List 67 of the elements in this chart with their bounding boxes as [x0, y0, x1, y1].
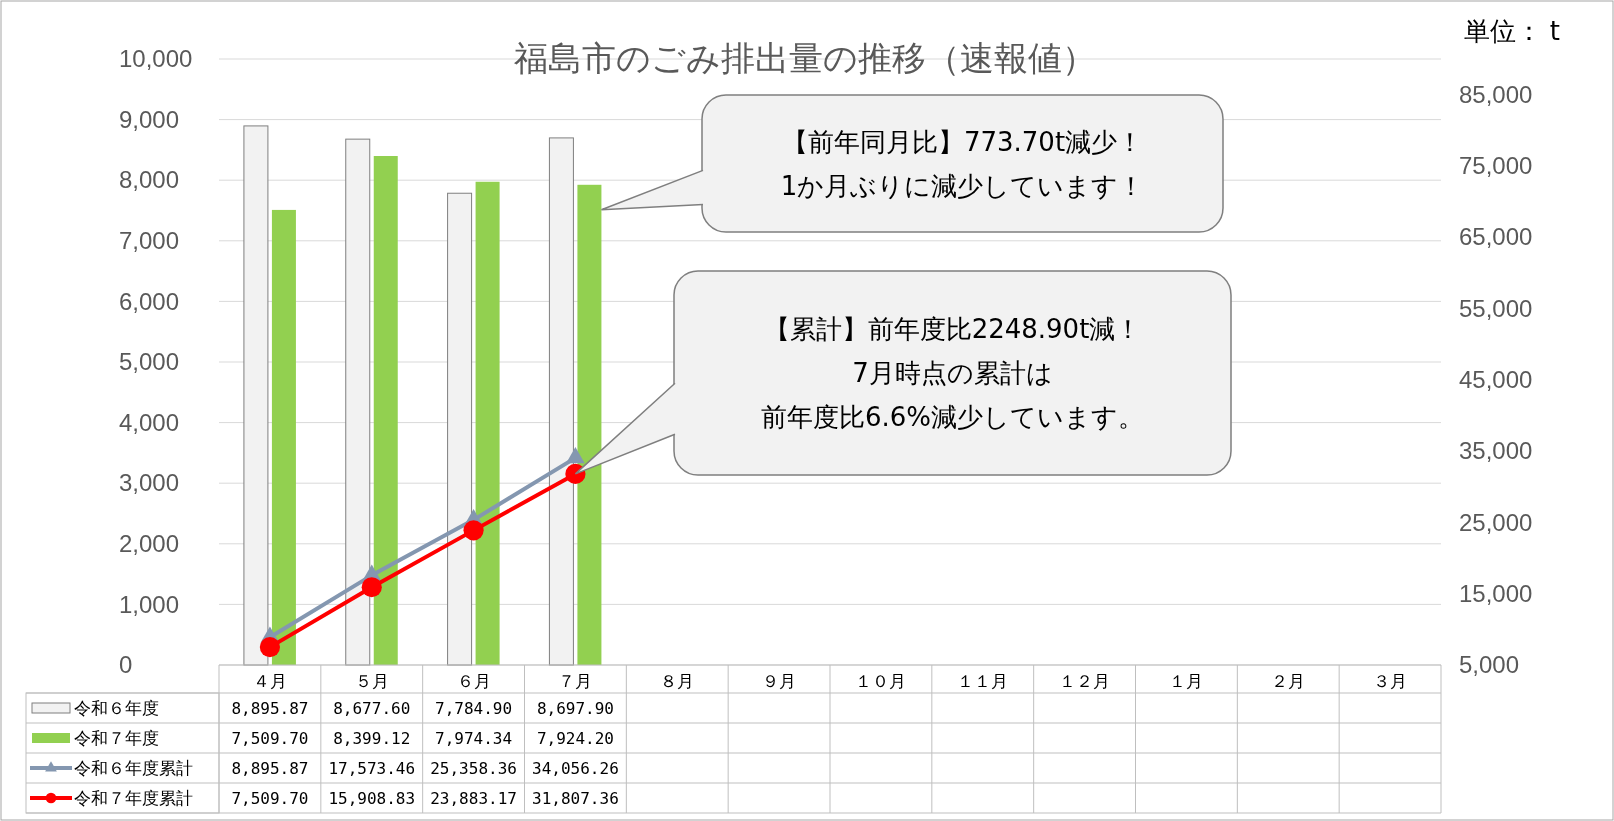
data-label: 25,358.36: [430, 759, 517, 778]
y-tick-label: 8,000: [119, 166, 180, 194]
data-label: 34,056.26: [532, 759, 619, 778]
chart-title: 福島市のごみ排出量の推移（速報値）: [514, 38, 1096, 78]
y2-tick-label: 25,000: [1459, 508, 1533, 536]
x-tick-label: １２月: [1059, 671, 1111, 691]
legend-label: 令和６年度: [74, 698, 159, 718]
x-tick-label: １１月: [957, 671, 1009, 691]
x-tick-label: ５月: [354, 671, 389, 691]
x-tick-label: ７月: [558, 671, 593, 691]
data-label: 7,924.20: [536, 729, 614, 748]
y-tick-label: 4,000: [119, 408, 180, 436]
data-label: 7,974.34: [435, 729, 513, 748]
text: 単位： t: [1463, 16, 1560, 46]
bar: [475, 181, 500, 665]
bar: [577, 184, 602, 665]
x-tick-label: ３月: [1373, 671, 1408, 691]
data-label: 7,509.70: [231, 729, 309, 748]
data-label: 8,399.12: [333, 729, 411, 748]
y2-tick-label: 45,000: [1459, 366, 1533, 393]
data-label: 8,895.87: [231, 699, 309, 718]
y-tick-label: 10,000: [119, 45, 193, 73]
x-tick-label: １０月: [855, 671, 907, 691]
y2-tick-label: 55,000: [1459, 294, 1533, 322]
y2-tick-label: 85,000: [1459, 80, 1533, 108]
y2-tick-label: 65,000: [1459, 223, 1533, 251]
bar: [373, 156, 398, 665]
y-tick-label: 7,000: [119, 226, 180, 254]
annotation: 【前年同月比】773.70t減少！: [781, 126, 1144, 157]
annotation: 【累計】前年度比2248.90t減！: [763, 314, 1142, 344]
bar: [271, 209, 296, 665]
y-tick-label: 0: [119, 651, 133, 679]
y2-tick-label: 35,000: [1459, 437, 1533, 465]
y-tick-label: 2,000: [119, 529, 180, 557]
legend-label: 令和７年度累計: [74, 788, 193, 808]
data-label: 17,573.46: [328, 759, 416, 778]
data-label: 7,784.90: [435, 699, 513, 718]
y2-tick-label: 15,000: [1459, 579, 1533, 607]
legend-label: 令和７年度: [74, 728, 159, 748]
y-tick-label: 1,000: [119, 590, 180, 618]
data-label: 15,908.83: [328, 789, 416, 808]
data-label: 23,883.17: [430, 789, 517, 808]
x-tick-label: ４月: [252, 671, 287, 691]
bar: [447, 192, 473, 666]
y-tick-label: 6,000: [119, 287, 180, 315]
x-tick-label: ９月: [762, 671, 797, 691]
annotation: 7月時点の累計は: [852, 358, 1053, 388]
y-tick-label: 3,000: [119, 469, 180, 497]
y-tick-label: 5,000: [119, 348, 180, 376]
data-label: 31,807.36: [532, 789, 619, 808]
x-tick-label: ８月: [660, 671, 695, 691]
data-label: 7,509.70: [231, 789, 309, 808]
y2-tick-label: 5,000: [1459, 651, 1520, 679]
data-label: 8,895.87: [231, 759, 309, 778]
bar: [243, 125, 269, 666]
x-tick-label: ２月: [1271, 671, 1306, 691]
bar: [548, 137, 574, 666]
annotation: 前年度比6.6%減少しています。: [760, 402, 1145, 432]
data-label: 8,697.90: [536, 699, 614, 718]
y-tick-label: 9,000: [119, 105, 180, 133]
annotation: 1か月ぶりに減少しています！: [780, 170, 1145, 201]
x-tick-label: ６月: [456, 671, 491, 691]
x-tick-label: １月: [1169, 671, 1204, 691]
y2-tick-label: 75,000: [1459, 152, 1533, 180]
legend-label: 令和６年度累計: [74, 758, 193, 778]
bar: [345, 138, 371, 666]
data-label: 8,677.60: [333, 699, 411, 718]
